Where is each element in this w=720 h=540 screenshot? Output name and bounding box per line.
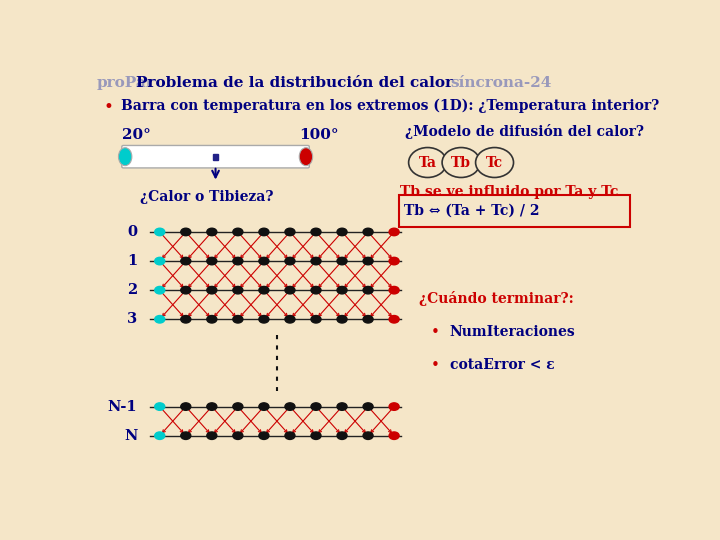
Circle shape <box>285 315 295 323</box>
Text: 0: 0 <box>127 225 138 239</box>
Text: 3: 3 <box>127 312 138 326</box>
Circle shape <box>181 403 191 410</box>
Text: •: • <box>104 99 114 116</box>
Text: Tb se ve influido por Ta y Tc: Tb se ve influido por Ta y Tc <box>400 185 618 199</box>
Circle shape <box>311 286 321 294</box>
Circle shape <box>233 286 243 294</box>
Circle shape <box>311 258 321 265</box>
Circle shape <box>259 403 269 410</box>
Text: ¿Calor o Tibieza?: ¿Calor o Tibieza? <box>140 190 274 204</box>
Text: ¿Cuándo terminar?:: ¿Cuándo terminar?: <box>419 292 574 306</box>
FancyBboxPatch shape <box>399 194 630 227</box>
Circle shape <box>285 228 295 235</box>
Circle shape <box>389 286 399 294</box>
Circle shape <box>363 228 373 235</box>
FancyBboxPatch shape <box>122 145 310 168</box>
Circle shape <box>285 403 295 410</box>
Circle shape <box>311 228 321 235</box>
Text: cotaError < ε: cotaError < ε <box>450 358 554 372</box>
Circle shape <box>233 403 243 410</box>
Circle shape <box>337 228 347 235</box>
Circle shape <box>259 258 269 265</box>
Ellipse shape <box>409 147 446 178</box>
Circle shape <box>207 403 217 410</box>
Circle shape <box>337 432 347 440</box>
Circle shape <box>285 258 295 265</box>
Text: 2: 2 <box>127 283 138 297</box>
Text: Tb ⇔ (Ta + Tc) / 2: Tb ⇔ (Ta + Tc) / 2 <box>404 204 539 218</box>
Text: NumIteraciones: NumIteraciones <box>450 325 576 339</box>
Circle shape <box>363 286 373 294</box>
Circle shape <box>259 315 269 323</box>
Circle shape <box>259 432 269 440</box>
Text: •: • <box>431 325 439 340</box>
Text: Tb: Tb <box>451 156 471 170</box>
Text: •: • <box>431 358 439 373</box>
Circle shape <box>181 315 191 323</box>
Text: proPar: proPar <box>96 77 155 90</box>
Circle shape <box>155 258 165 265</box>
Bar <box>213 154 218 160</box>
Ellipse shape <box>476 147 513 178</box>
Text: Barra con temperatura en los extremos (1D): ¿Temperatura interior?: Barra con temperatura en los extremos (1… <box>121 99 659 113</box>
Circle shape <box>181 432 191 440</box>
Circle shape <box>233 228 243 235</box>
Circle shape <box>155 403 165 410</box>
Ellipse shape <box>119 148 132 166</box>
Circle shape <box>389 315 399 323</box>
Circle shape <box>363 432 373 440</box>
Circle shape <box>363 258 373 265</box>
Ellipse shape <box>442 147 480 178</box>
Circle shape <box>363 403 373 410</box>
Circle shape <box>155 286 165 294</box>
Text: síncrona-24: síncrona-24 <box>450 77 552 90</box>
Circle shape <box>233 258 243 265</box>
Circle shape <box>155 228 165 235</box>
Circle shape <box>233 315 243 323</box>
Circle shape <box>311 432 321 440</box>
Text: 100°: 100° <box>300 128 339 141</box>
Text: ¿Modelo de difusión del calor?: ¿Modelo de difusión del calor? <box>405 124 644 139</box>
Circle shape <box>155 432 165 440</box>
Circle shape <box>363 315 373 323</box>
Circle shape <box>259 286 269 294</box>
Circle shape <box>337 286 347 294</box>
Circle shape <box>389 403 399 410</box>
Text: N: N <box>124 429 138 443</box>
Circle shape <box>389 432 399 440</box>
Circle shape <box>181 228 191 235</box>
Circle shape <box>207 228 217 235</box>
Ellipse shape <box>300 148 312 166</box>
Text: Ta: Ta <box>418 156 436 170</box>
Circle shape <box>207 432 217 440</box>
Circle shape <box>233 432 243 440</box>
Circle shape <box>337 403 347 410</box>
Circle shape <box>337 315 347 323</box>
Circle shape <box>155 315 165 323</box>
Circle shape <box>207 258 217 265</box>
Text: Problema de la distribución del calor: Problema de la distribución del calor <box>136 77 458 90</box>
Circle shape <box>207 315 217 323</box>
Text: N-1: N-1 <box>108 400 138 414</box>
Circle shape <box>311 315 321 323</box>
Text: Tc: Tc <box>486 156 503 170</box>
Circle shape <box>389 228 399 235</box>
Circle shape <box>181 258 191 265</box>
Circle shape <box>207 286 217 294</box>
Circle shape <box>389 258 399 265</box>
Circle shape <box>285 432 295 440</box>
Text: 1: 1 <box>127 254 138 268</box>
Circle shape <box>311 403 321 410</box>
Circle shape <box>259 228 269 235</box>
Circle shape <box>285 286 295 294</box>
Circle shape <box>181 286 191 294</box>
Text: 20°: 20° <box>122 128 151 141</box>
Circle shape <box>337 258 347 265</box>
